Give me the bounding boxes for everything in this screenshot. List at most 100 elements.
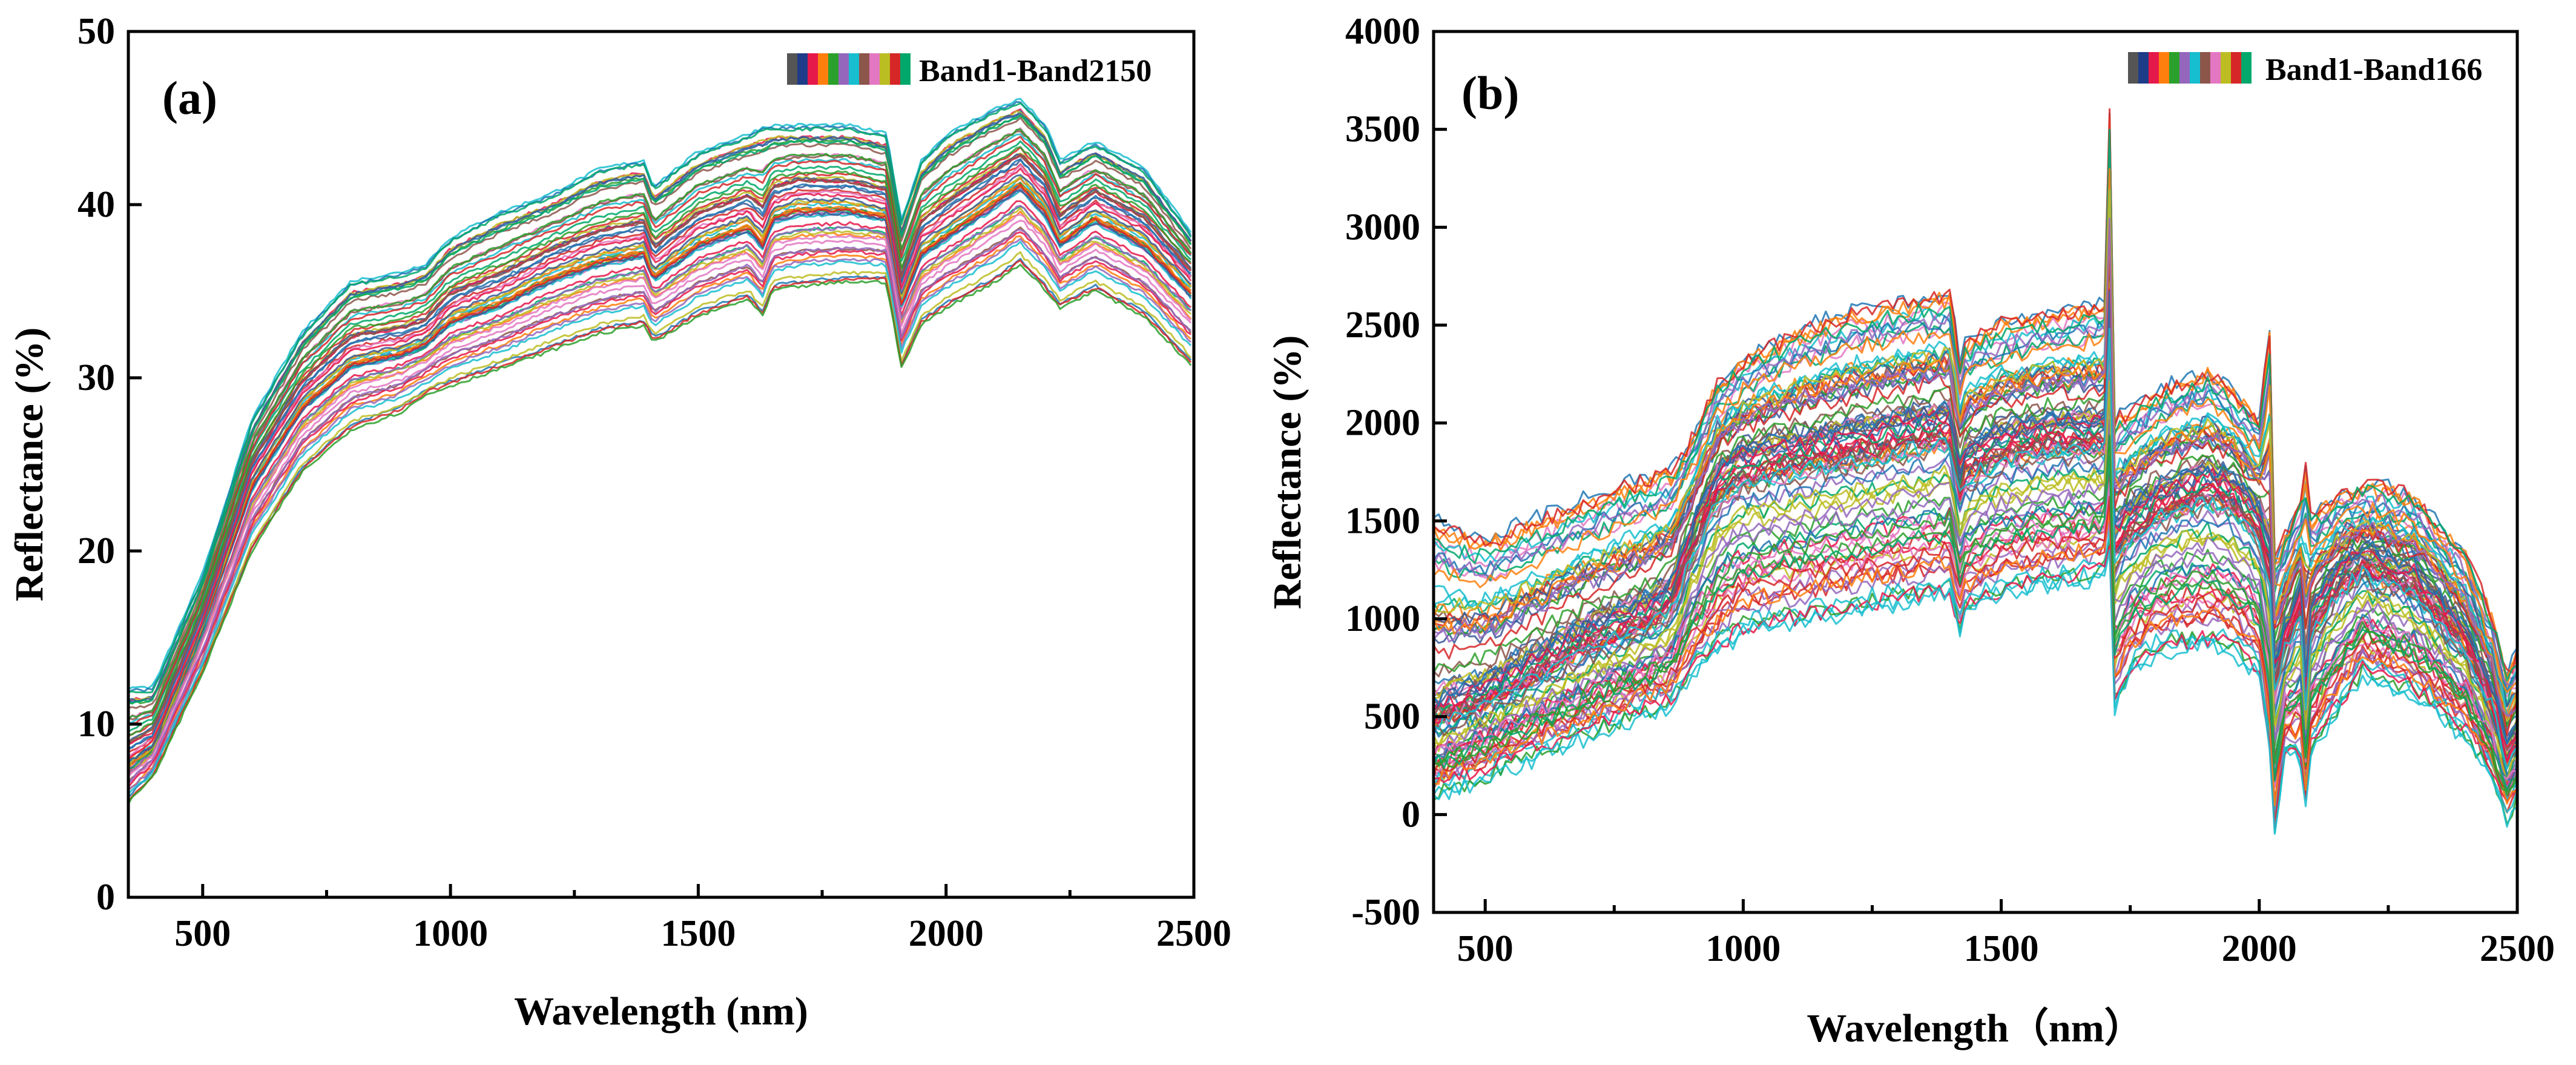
spectrum-line bbox=[128, 159, 1192, 751]
legend-a: Band1-Band2150 bbox=[787, 53, 1151, 88]
legend-swatch-a bbox=[787, 53, 911, 85]
x-tick-label: 2500 bbox=[2480, 928, 2555, 969]
spectrum-line bbox=[1433, 545, 2518, 829]
spectrum-line bbox=[1432, 435, 2518, 781]
x-tick-label: 2500 bbox=[1156, 913, 1231, 954]
legend-swatch-segment bbox=[2190, 52, 2200, 84]
legend-swatch-segment bbox=[849, 53, 859, 85]
y-tick-label: 10 bbox=[77, 704, 115, 745]
legend-label-b: Band1-Band166 bbox=[2265, 53, 2482, 87]
spectrum-line bbox=[128, 116, 1192, 709]
spectrum-line bbox=[127, 214, 1192, 777]
spectrum-line bbox=[1433, 380, 2518, 782]
x-tick-label: 2000 bbox=[2222, 928, 2297, 969]
spectrum-line bbox=[128, 114, 1192, 704]
y-tick-label: 0 bbox=[1402, 794, 1420, 835]
spectrum-line bbox=[128, 158, 1192, 749]
legend-swatch-segment bbox=[880, 53, 890, 85]
spectrum-line bbox=[1433, 108, 2518, 674]
spectrum-line bbox=[1433, 211, 2518, 722]
ticks-a: 500 1000 1500 2000 2500 0 10 20 30 40 50 bbox=[77, 11, 1231, 954]
spectrum-line bbox=[128, 163, 1192, 753]
spectrum-line bbox=[127, 251, 1192, 802]
spectrum-line bbox=[1432, 456, 2518, 791]
spectrum-line bbox=[128, 183, 1192, 768]
chart-panel-a: 500 1000 1500 2000 2500 0 10 20 30 40 50 (a) Band1… bbox=[7, 11, 1231, 1034]
x-tick-label: 1000 bbox=[413, 913, 488, 954]
series-group-a bbox=[127, 97, 1192, 805]
spectrum-line bbox=[128, 183, 1192, 765]
spectrum-line bbox=[1433, 289, 2518, 745]
spectrum-line bbox=[1432, 452, 2518, 780]
y-tick-label: 0 bbox=[96, 877, 115, 918]
spectrum-line bbox=[1432, 257, 2518, 744]
spectrum-line bbox=[1433, 539, 2518, 825]
y-tick-label: 4000 bbox=[1345, 11, 1420, 52]
legend-swatch-segment bbox=[787, 53, 797, 85]
x-axis-title-b: Wavelength（nm） bbox=[1807, 1006, 2144, 1050]
legend-swatch-segment bbox=[2138, 52, 2149, 84]
spectrum-line bbox=[127, 240, 1192, 795]
spectrum-line bbox=[1432, 529, 2518, 811]
spectrum-line bbox=[127, 153, 1192, 745]
legend-swatch-segment bbox=[808, 53, 818, 85]
legend-swatch-segment bbox=[2241, 52, 2252, 84]
legend-swatch-segment bbox=[797, 53, 808, 85]
spectrum-line bbox=[128, 238, 1192, 791]
legend-swatch-b bbox=[2128, 52, 2252, 84]
spectrum-line bbox=[1433, 391, 2518, 791]
y-tick-label: 3500 bbox=[1345, 109, 1420, 150]
x-tick-label: 1500 bbox=[660, 913, 736, 954]
legend-b: Band1-Band166 bbox=[2128, 52, 2482, 87]
y-tick-label: 50 bbox=[77, 11, 115, 52]
legend-swatch-segment bbox=[890, 53, 900, 85]
spectrum-line bbox=[127, 174, 1192, 763]
legend-swatch-segment bbox=[2200, 52, 2210, 84]
spectrum-line bbox=[128, 113, 1192, 702]
chart-panel-b: 500 1000 1500 2000 2500 -500 0 500 1000 1500 2000 2… bbox=[1265, 11, 2555, 1050]
spectrum-line bbox=[1433, 189, 2518, 719]
x-tick-label: 1000 bbox=[1705, 928, 1780, 969]
series-group-b bbox=[1432, 108, 2518, 835]
spectrum-line bbox=[128, 164, 1191, 757]
x-tick-label: 2000 bbox=[909, 913, 984, 954]
y-tick-label: 30 bbox=[77, 357, 115, 398]
spectrum-line bbox=[128, 219, 1192, 784]
plot-frame-a bbox=[127, 30, 1196, 899]
spectrum-line bbox=[127, 167, 1192, 760]
spectrum-line bbox=[127, 229, 1191, 784]
legend-swatch-segment bbox=[828, 53, 838, 85]
spectrum-line bbox=[128, 140, 1192, 733]
spectrum-line bbox=[1433, 328, 2518, 770]
spectrum-line bbox=[1432, 168, 2518, 693]
spectrum-line bbox=[1433, 505, 2518, 806]
y-tick-label: 1500 bbox=[1345, 500, 1420, 541]
y-tick-label: 2500 bbox=[1345, 305, 1420, 346]
spectrum-line bbox=[1432, 290, 2518, 745]
y-tick-label: 3000 bbox=[1345, 206, 1420, 248]
spectrum-line bbox=[128, 205, 1191, 774]
y-tick-label: 20 bbox=[77, 530, 115, 572]
legend-swatch-segment bbox=[2159, 52, 2169, 84]
legend-label-a: Band1-Band2150 bbox=[919, 54, 1151, 88]
legend-swatch-segment bbox=[2169, 52, 2179, 84]
legend-swatch-segment bbox=[2221, 52, 2231, 84]
spectrum-line bbox=[1432, 236, 2518, 736]
legend-swatch-segment bbox=[869, 53, 880, 85]
spectrum-line bbox=[1433, 549, 2518, 834]
spectrum-line bbox=[128, 136, 1191, 726]
spectrum-line bbox=[128, 146, 1192, 736]
spectrum-line bbox=[1432, 217, 2518, 717]
spectrum-line bbox=[1433, 450, 2518, 796]
legend-swatch-segment bbox=[2149, 52, 2159, 84]
plot-frame-b bbox=[1432, 30, 2519, 914]
spectrum-line bbox=[128, 210, 1192, 776]
spectrum-line bbox=[1432, 366, 2518, 777]
spectrum-line bbox=[128, 176, 1191, 761]
x-tick-label: 500 bbox=[1457, 928, 1514, 969]
y-tick-label: -500 bbox=[1351, 892, 1420, 933]
spectrum-line bbox=[128, 146, 1192, 737]
y-tick-label: 1000 bbox=[1345, 598, 1420, 639]
spectrum-line bbox=[128, 128, 1192, 720]
